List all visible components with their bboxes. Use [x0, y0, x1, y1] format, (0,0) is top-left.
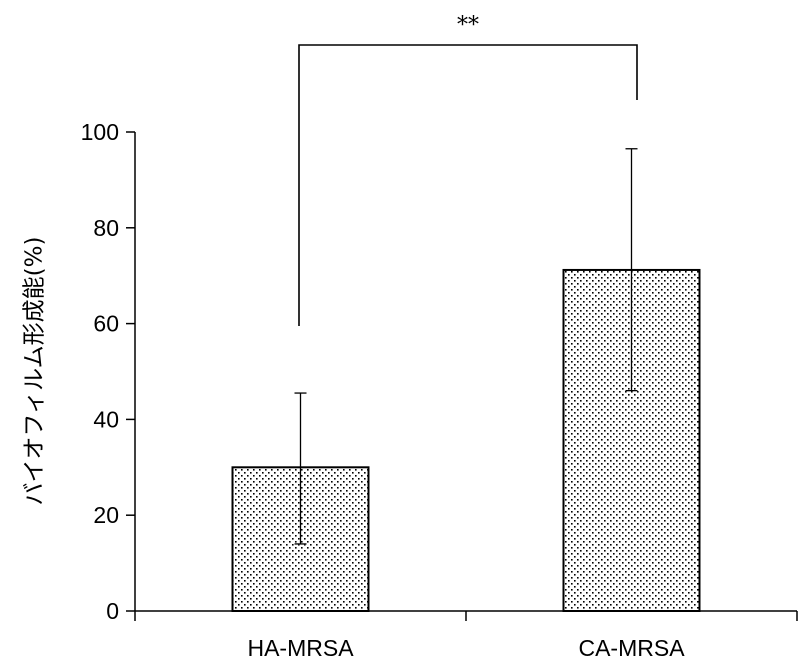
significance-label: ** [457, 13, 479, 38]
significance-bracket: ** [298, 13, 638, 326]
y-tick-label: 80 [93, 215, 119, 241]
y-tick-label: 100 [81, 119, 119, 145]
bars [231, 268, 701, 612]
significance-bracket-line [298, 44, 638, 326]
y-tick-label: 40 [93, 406, 119, 432]
y-tick-label: 60 [93, 311, 119, 337]
y-ticks: 0 20 40 60 80 100 [81, 119, 135, 624]
y-tick-label: 0 [106, 598, 119, 624]
y-axis-title: バイオフィルム形成能(%) [22, 237, 48, 506]
x-category-label: CA-MRSA [578, 635, 685, 661]
x-ticks: HA-MRSA CA-MRSA [134, 611, 798, 661]
y-tick-label: 20 [93, 502, 119, 528]
error-bars [294, 148, 638, 545]
x-category-label: HA-MRSA [247, 635, 354, 661]
